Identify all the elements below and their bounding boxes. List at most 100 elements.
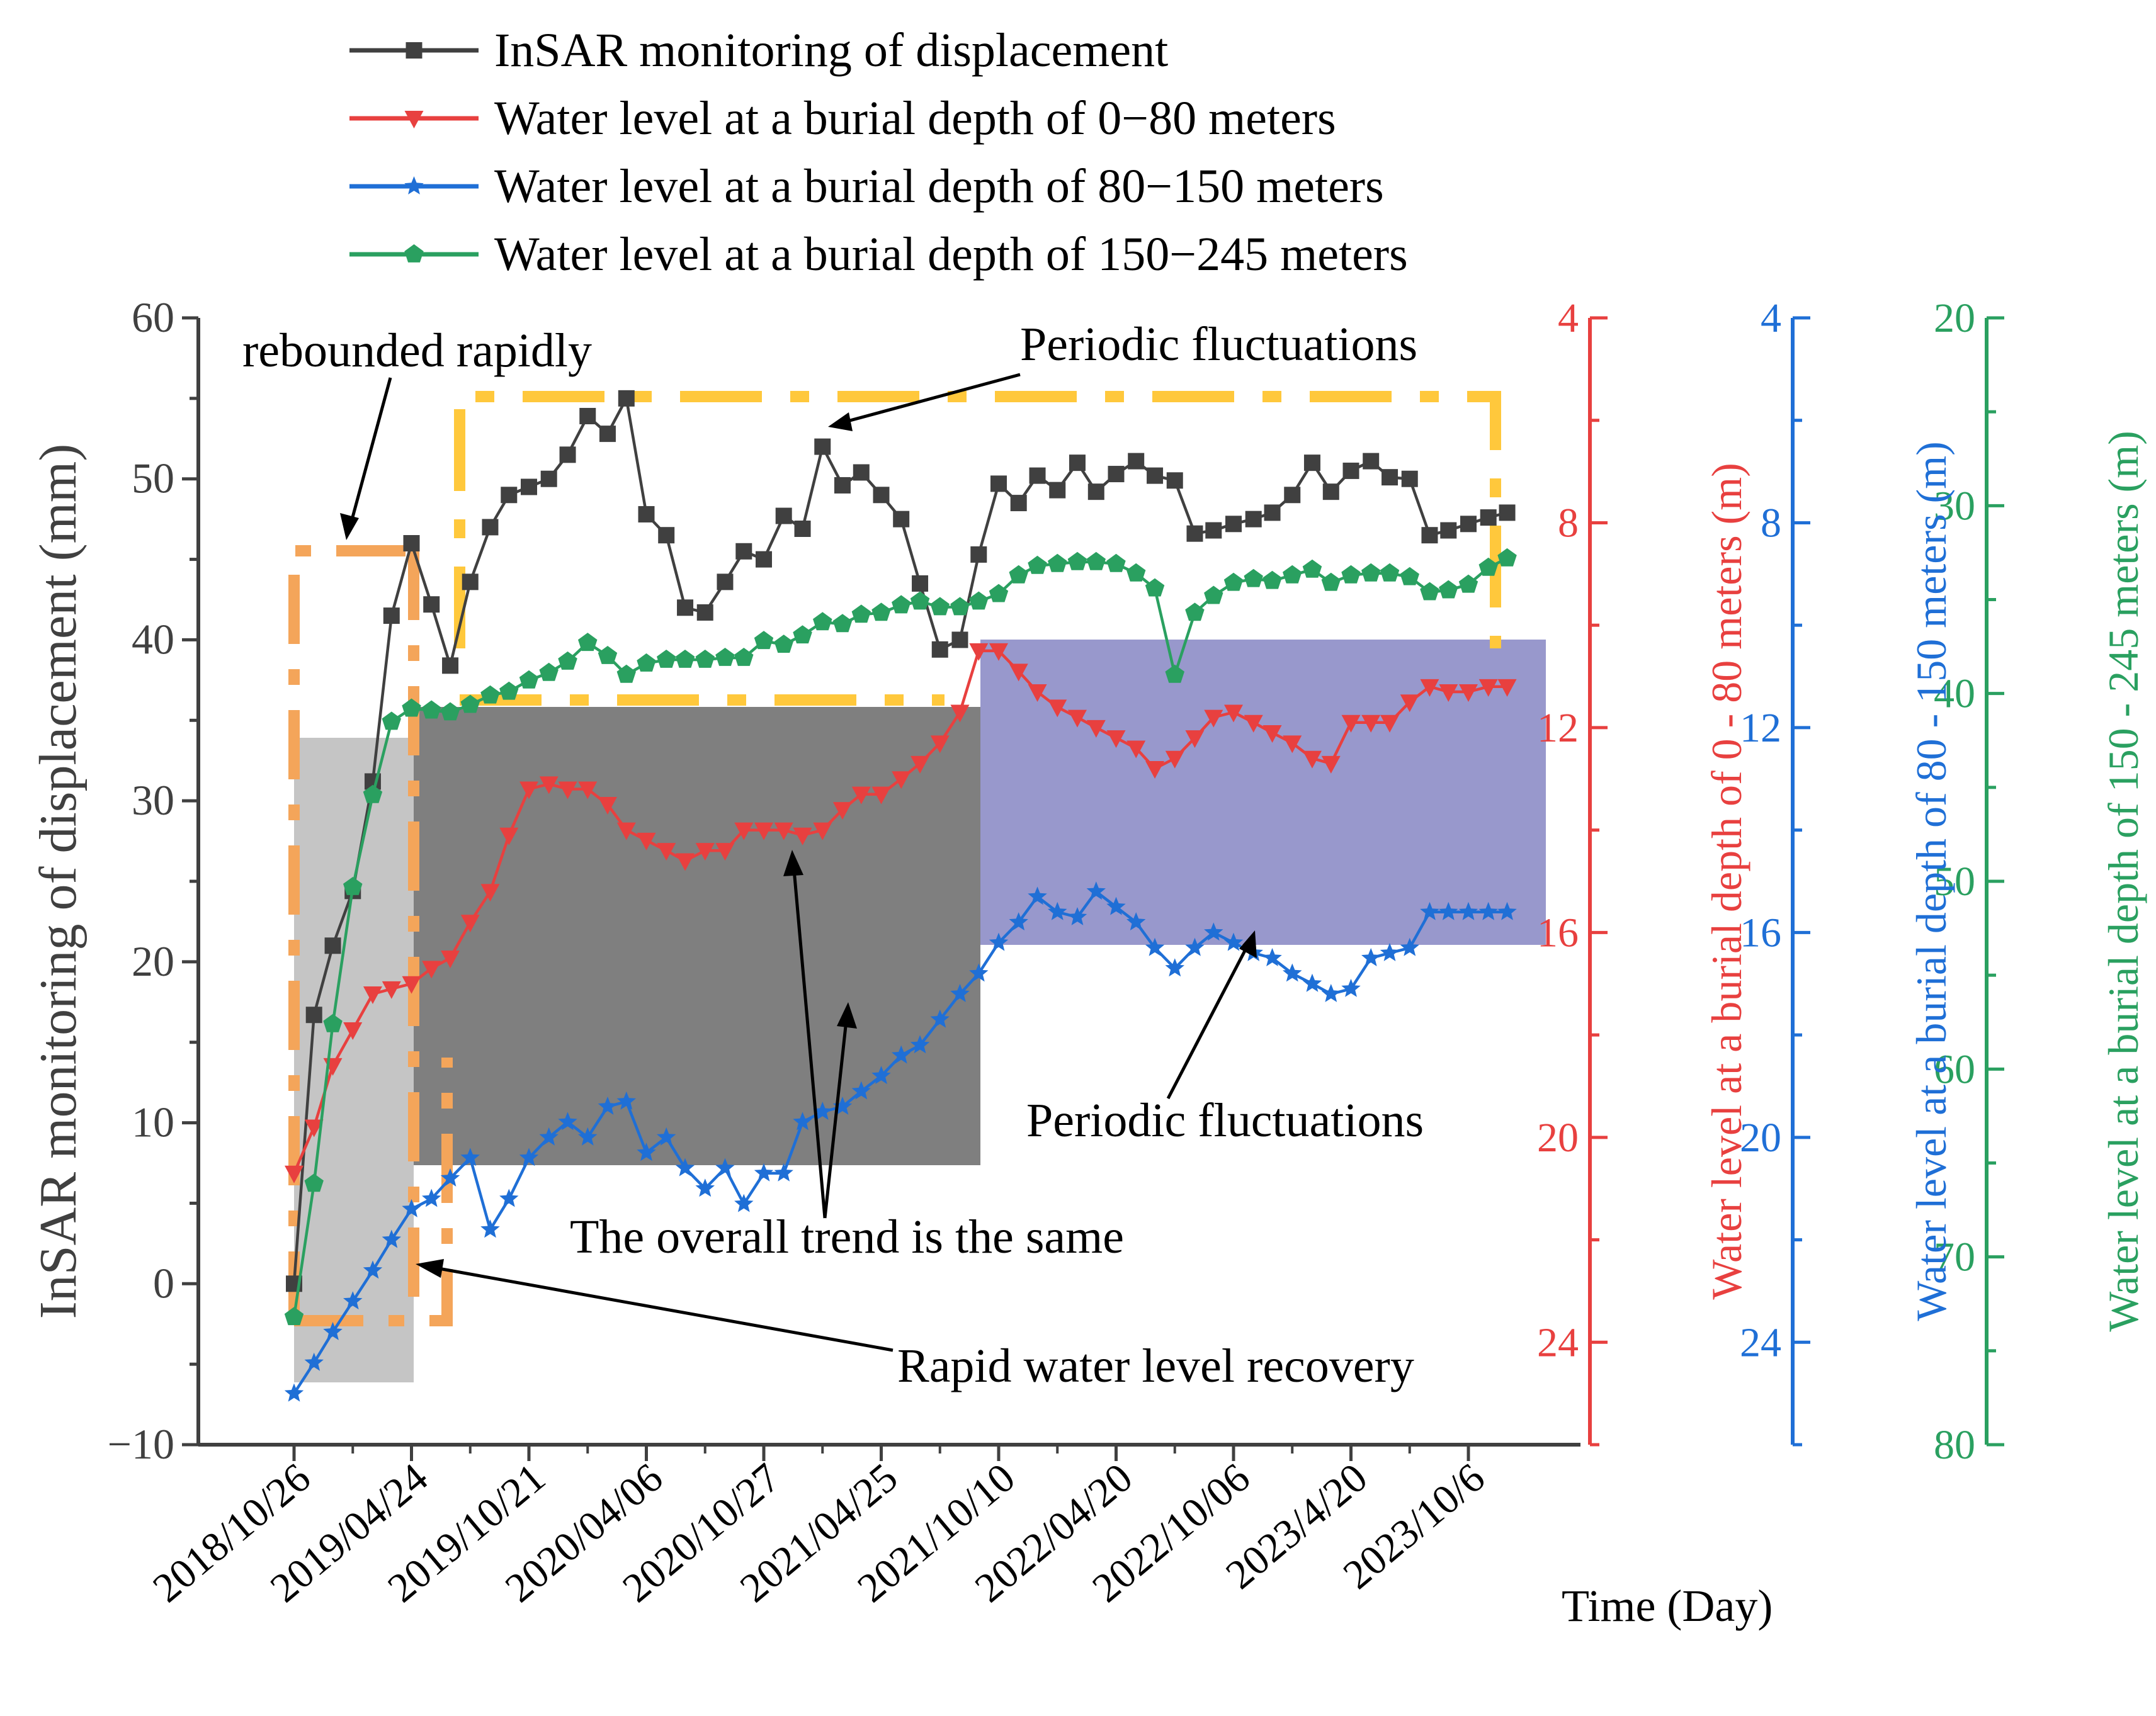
data-point (1010, 495, 1027, 512)
data-point (1341, 714, 1361, 733)
data-point (1497, 901, 1517, 920)
annotation-arrows (340, 373, 1257, 1352)
data-point (910, 1035, 930, 1054)
right3-tick-label: 60 (1934, 1046, 1975, 1092)
data-point (1262, 725, 1282, 743)
data-point (793, 625, 812, 644)
annotation-periodic-fluctuations-top: Periodic fluctuations (1020, 318, 1417, 371)
data-point (989, 584, 1009, 602)
data-point (521, 478, 537, 495)
data-point (559, 446, 576, 463)
data-point (1186, 525, 1203, 542)
data-point (832, 1097, 853, 1115)
data-point (832, 614, 853, 633)
data-point (1028, 886, 1047, 905)
data-point (499, 681, 519, 700)
data-point (1303, 454, 1320, 471)
data-point (501, 487, 518, 504)
data-point (1400, 694, 1419, 713)
data-point (343, 877, 363, 895)
data-point (814, 438, 831, 455)
data-point (363, 986, 382, 1004)
data-point (1322, 483, 1339, 500)
data-point (1497, 679, 1517, 697)
data-point (1478, 901, 1498, 920)
right2-tick-label: 24 (1740, 1319, 1781, 1365)
data-point (774, 635, 793, 653)
annotation-rapid-recovery: Rapid water level recovery (897, 1340, 1414, 1392)
right3-tick-label: 20 (1934, 295, 1975, 341)
legend-label: Water level at a burial depth of 150−245… (494, 228, 1408, 281)
data-point (637, 1143, 656, 1161)
right3-tick-label: 70 (1934, 1234, 1975, 1280)
data-point (1223, 932, 1244, 951)
data-point (695, 650, 715, 668)
plot-series (284, 390, 1517, 1402)
data-point (910, 591, 930, 610)
data-point (324, 937, 341, 954)
data-point (423, 596, 440, 613)
right1-tick-label: 12 (1537, 705, 1579, 751)
data-point (734, 822, 754, 840)
annotation-overall-trend: The overall trend is the same (570, 1211, 1124, 1263)
data-point (1166, 472, 1183, 489)
data-point (598, 796, 617, 815)
data-point (599, 426, 616, 443)
data-point (578, 1127, 598, 1146)
arrow-periodic-top (840, 373, 1021, 425)
data-point (1458, 574, 1478, 593)
data-point (834, 477, 851, 494)
data-point (1128, 453, 1145, 470)
data-point (871, 786, 891, 804)
data-point (1029, 467, 1046, 484)
yellow-dashed-box (454, 391, 1501, 706)
data-point (1480, 509, 1497, 526)
right2-tick-label: 20 (1740, 1115, 1781, 1161)
annotation-periodic-fluctuations-bottom: Periodic fluctuations (1026, 1094, 1424, 1147)
data-point (1439, 684, 1458, 702)
region-dark-gray (414, 707, 980, 1165)
data-point (1185, 730, 1205, 748)
legend-marker (404, 176, 424, 195)
right2-tick-label: 8 (1761, 500, 1781, 546)
data-point (519, 781, 538, 799)
data-point (1361, 563, 1381, 582)
data-point (598, 646, 618, 664)
data-point (402, 1199, 421, 1217)
data-point (715, 1158, 735, 1177)
data-point (539, 1127, 559, 1146)
legend-marker (406, 42, 423, 59)
data-point (950, 597, 970, 616)
arrowhead-rebounded (340, 513, 359, 540)
data-point (1145, 937, 1165, 956)
legend-label: Water level at a burial depth of 0−80 me… (494, 92, 1336, 145)
data-point (853, 464, 870, 481)
data-point (1106, 896, 1126, 915)
data-point (1185, 937, 1205, 956)
data-point (1087, 483, 1104, 500)
left-tick-label: 60 (132, 293, 174, 341)
left-tick-label: −10 (108, 1420, 174, 1468)
data-point (558, 1112, 577, 1131)
data-point (1067, 709, 1087, 728)
legend: InSAR monitoring of displacement Water le… (349, 24, 1408, 281)
data-point (871, 602, 891, 621)
data-point (616, 664, 636, 683)
left-tick-label: 40 (132, 615, 174, 663)
data-point (1321, 984, 1341, 1002)
data-point (579, 407, 596, 424)
data-point (1460, 516, 1477, 533)
data-point (1204, 922, 1223, 941)
data-point (540, 470, 557, 487)
data-point (1439, 580, 1458, 599)
right3-tick-label: 80 (1934, 1422, 1975, 1468)
right2-tick-label: 16 (1740, 910, 1781, 956)
arrowhead-periodic-bottom (1239, 930, 1257, 958)
data-point (1244, 568, 1263, 587)
highlight-regions (294, 640, 1546, 1382)
data-point (1126, 563, 1146, 582)
data-point (969, 643, 989, 661)
annotation-rebounded-rapidly: rebounded rapidly (242, 324, 592, 377)
data-point (695, 1178, 715, 1197)
